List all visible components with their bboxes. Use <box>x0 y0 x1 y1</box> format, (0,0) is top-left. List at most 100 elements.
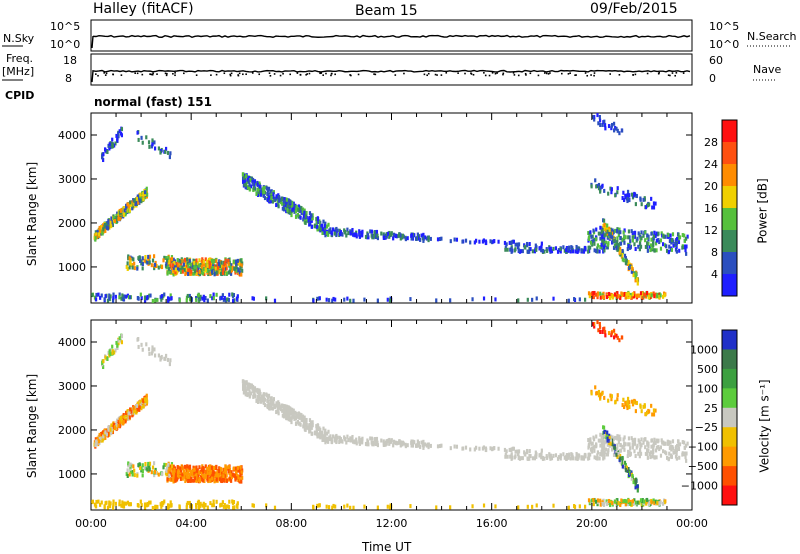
power-cell <box>159 295 162 300</box>
velocity-cell <box>304 421 307 426</box>
velocity-cell <box>215 477 218 482</box>
power-cell <box>254 181 258 186</box>
velocity-cell <box>393 440 396 445</box>
power-cell <box>303 210 306 215</box>
power-cell <box>644 205 648 210</box>
power-cell <box>273 298 277 303</box>
power-cell <box>602 218 606 223</box>
power-cell <box>149 293 152 298</box>
velocity-cell <box>652 408 656 413</box>
power-cell <box>621 196 624 201</box>
velocity-cell <box>102 430 105 435</box>
velocity-cell <box>183 474 186 479</box>
power-cell <box>607 242 610 247</box>
power-cell <box>189 271 192 276</box>
power-cell <box>145 296 149 301</box>
velocity-cell <box>187 471 190 476</box>
velocity-cell <box>232 466 235 471</box>
velocity-cell <box>653 501 656 506</box>
velocity-cell <box>626 406 629 411</box>
velocity-cell <box>409 504 412 509</box>
power-cell <box>169 293 172 298</box>
velocity-cell <box>349 438 352 443</box>
power-cell <box>153 146 157 151</box>
nave-dot <box>669 74 671 77</box>
velocity-cell <box>429 443 432 448</box>
power-cell <box>327 222 330 227</box>
velocity-cell <box>275 401 278 406</box>
velocity-cell <box>133 405 136 410</box>
velocity-cell <box>277 401 281 406</box>
power-cell <box>619 296 622 301</box>
nsky-frame <box>90 19 693 52</box>
power-cell <box>435 298 438 303</box>
velocity-cell <box>308 418 312 423</box>
velocity-cell <box>663 441 666 446</box>
velocity-cell <box>595 444 598 449</box>
power-cell <box>241 268 244 273</box>
velocity-cell <box>599 438 602 443</box>
velocity-cell <box>322 426 325 431</box>
velocity-cell <box>198 503 202 508</box>
power-cell <box>213 272 216 277</box>
velocity-cell <box>198 479 202 484</box>
velocity-cell <box>131 472 134 477</box>
power-cell <box>665 248 669 253</box>
power-cell <box>650 293 653 298</box>
nave-dot <box>269 74 272 77</box>
velocity-cell <box>484 446 488 451</box>
velocity-cell <box>617 451 620 456</box>
nave-dot <box>165 74 168 77</box>
power-cell <box>174 270 177 275</box>
velocity-cell <box>234 469 238 474</box>
velocity-cell <box>474 445 478 450</box>
power-cell <box>163 255 166 260</box>
velocity-cell <box>594 385 597 390</box>
velocity-colorbar-frame <box>721 329 738 506</box>
power-cell <box>630 295 633 300</box>
power-cell <box>294 209 298 214</box>
nave-dot <box>403 72 405 75</box>
velocity-cell <box>361 436 364 441</box>
velocity-cell <box>195 478 198 483</box>
velocity-cell <box>394 440 398 445</box>
velocity-cell <box>590 441 593 446</box>
velocity-cell <box>523 451 526 456</box>
power-cell <box>652 201 656 206</box>
velocity-cell <box>615 435 619 440</box>
x-tick-label: 08:00 <box>275 517 307 530</box>
power-cell <box>589 230 592 235</box>
power-cell <box>531 249 534 254</box>
velocity-cell <box>624 502 627 507</box>
velocity-cell <box>108 500 111 505</box>
power-cell <box>336 228 339 233</box>
power-cell <box>603 233 606 238</box>
power-cell <box>169 264 172 269</box>
velocity-cell <box>508 447 511 452</box>
velocity-cell <box>152 461 156 466</box>
power-cell <box>321 227 324 232</box>
power-cell <box>632 294 635 299</box>
velocity-cell <box>608 435 611 440</box>
velocity-cell <box>99 502 102 507</box>
velocity-cell <box>626 502 630 507</box>
velocity-cell <box>321 438 324 443</box>
velocity-cell <box>232 505 235 510</box>
power-cell <box>107 220 110 225</box>
power-cell <box>621 128 624 133</box>
power-cell <box>623 253 627 258</box>
velocity-cell <box>612 328 616 333</box>
power-cell <box>140 135 143 140</box>
power-cell <box>159 150 162 155</box>
power-cell <box>599 225 602 230</box>
power-cell <box>335 232 338 237</box>
power-cell <box>246 185 250 190</box>
power-cell <box>607 233 610 238</box>
power-cell <box>330 230 333 235</box>
velocity-cell <box>623 447 626 452</box>
nave-dot <box>251 72 254 74</box>
power-cell <box>623 240 626 245</box>
power-cell <box>137 296 140 301</box>
power-cell <box>121 293 124 298</box>
